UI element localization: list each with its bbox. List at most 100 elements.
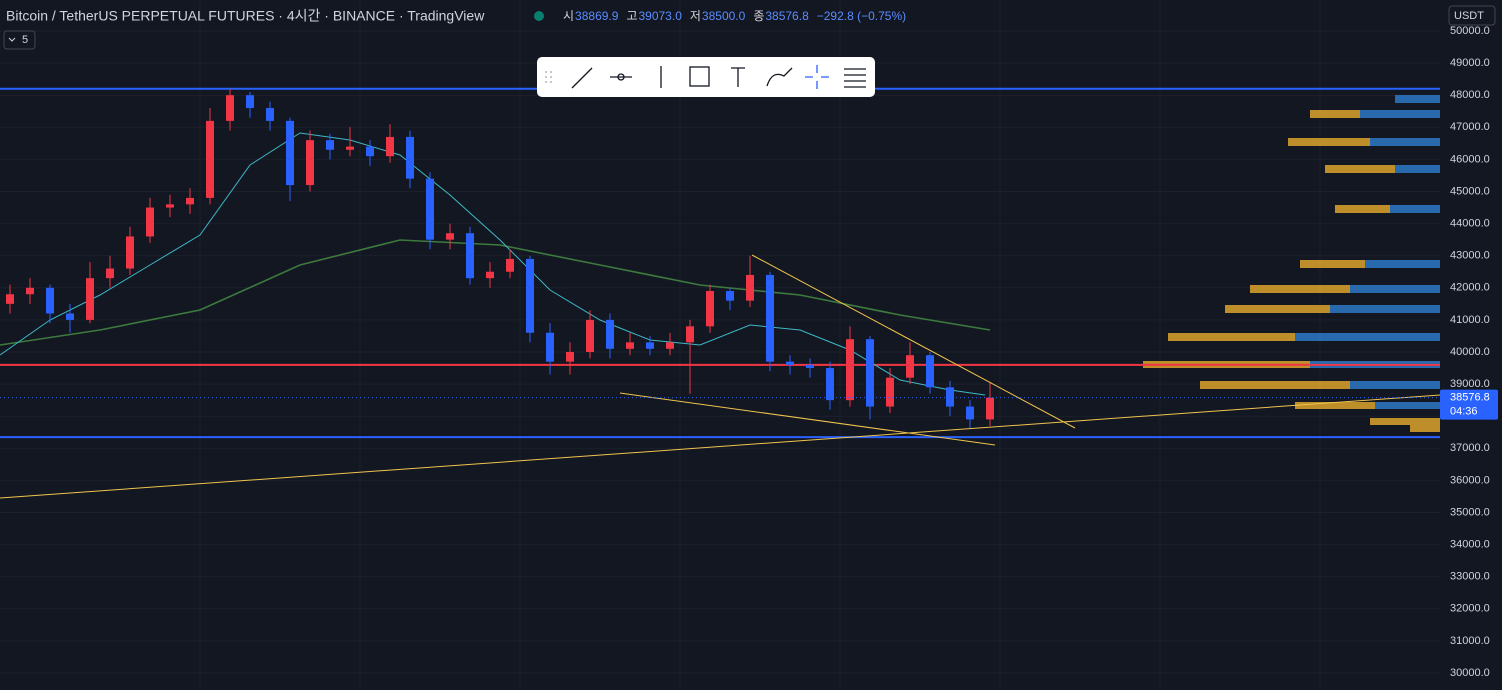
y-tick-label: 39000.0 — [1450, 378, 1490, 390]
candle-body — [786, 361, 794, 365]
candle-body — [966, 406, 974, 420]
y-tick-label: 40000.0 — [1450, 346, 1490, 358]
candle-body — [766, 274, 774, 362]
candle-body — [706, 291, 714, 327]
drawing-toolbar — [537, 57, 875, 97]
profile-bar — [1395, 95, 1440, 103]
candle-body — [866, 339, 874, 407]
ohlc-label: 종 — [753, 9, 764, 23]
candle-body — [926, 355, 934, 388]
profile-bar — [1295, 402, 1440, 409]
horizontal-ray-tool[interactable] — [610, 73, 632, 81]
candle-body — [646, 342, 654, 349]
profile-bar — [1350, 381, 1440, 389]
candle-body — [306, 140, 314, 186]
candle-body — [146, 207, 154, 237]
profile-bar — [1370, 138, 1440, 146]
ohlc-label: 고 — [626, 9, 637, 23]
trendline-tool[interactable] — [571, 67, 593, 89]
candle-body — [346, 146, 354, 150]
chevron-icon — [8, 37, 16, 42]
profile-bar — [1370, 418, 1440, 425]
y-tick-label: 42000.0 — [1450, 282, 1490, 294]
profile-bar — [1375, 402, 1440, 409]
vertical-grid — [199, 0, 1321, 690]
ohlc-label: 시 — [563, 9, 574, 23]
moving-average-slow — [0, 239, 991, 346]
status-dot — [534, 11, 544, 21]
interval-value: 5 — [22, 34, 28, 46]
y-tick-label: 37000.0 — [1450, 442, 1490, 454]
candle-body — [586, 319, 594, 352]
y-tick-label: 49000.0 — [1450, 57, 1490, 69]
candle-body — [266, 108, 274, 121]
rectangle-tool[interactable] — [689, 66, 710, 87]
candle-body — [666, 342, 674, 349]
profile-bar — [1288, 138, 1440, 146]
interval-button[interactable] — [3, 30, 36, 50]
y-tick-label: 31000.0 — [1450, 635, 1490, 647]
price-change: −292.8 (−0.75%) — [817, 9, 906, 23]
y-tick-label: 44000.0 — [1450, 218, 1490, 230]
text-tool[interactable] — [731, 67, 745, 87]
candle-body — [386, 136, 394, 157]
y-tick-label: 32000.0 — [1450, 603, 1490, 615]
candle-body — [66, 313, 74, 320]
candle-body — [826, 368, 834, 401]
y-tick-label: 36000.0 — [1450, 474, 1490, 486]
trendline — [751, 254, 1076, 429]
profile-bar — [1335, 205, 1440, 213]
moving-average-fast — [0, 132, 986, 396]
candle-body — [606, 319, 614, 349]
price-axis-labels: 50000.0 49000.0 48000.0 47000.0 46000.0 45000… — [1450, 25, 1490, 679]
crosshair-tool[interactable] — [805, 65, 829, 89]
candle-body — [446, 233, 454, 240]
candle-body — [626, 342, 634, 349]
profile-bar — [1360, 110, 1440, 118]
currency-button[interactable] — [1448, 5, 1496, 26]
badge-box — [1440, 389, 1498, 420]
trendline — [0, 394, 1441, 499]
candle-body — [86, 278, 94, 320]
toolbar-box — [537, 57, 875, 97]
candles — [6, 88, 994, 430]
profile-bar — [1350, 285, 1440, 293]
candle-body — [406, 136, 414, 179]
y-tick-label: 46000.0 — [1450, 153, 1490, 165]
candle-body — [366, 146, 374, 157]
candle-body — [426, 178, 434, 240]
candle-body — [686, 326, 694, 343]
profile-bar — [1250, 285, 1440, 293]
horizontal-grid — [0, 30, 1440, 674]
candle-body — [526, 258, 534, 333]
candle-body — [906, 355, 914, 378]
candle-body — [226, 95, 234, 121]
y-tick-label: 47000.0 — [1450, 121, 1490, 133]
y-tick-label: 30000.0 — [1450, 667, 1490, 679]
profile-bar — [1295, 333, 1440, 341]
candle-body — [26, 287, 34, 295]
settings-tool[interactable] — [844, 68, 866, 88]
candle-body — [206, 120, 214, 198]
y-tick-label: 41000.0 — [1450, 314, 1490, 326]
y-tick-label: 48000.0 — [1450, 89, 1490, 101]
candle-body — [946, 387, 954, 407]
candle-body — [546, 332, 554, 362]
candle-body — [886, 377, 894, 407]
y-tick-label: 50000.0 — [1450, 25, 1490, 37]
currency-label: USDT — [1454, 10, 1484, 22]
countdown: 04:36 — [1450, 406, 1478, 418]
profile-bar — [1365, 260, 1440, 268]
candle-body — [726, 291, 734, 301]
drag-handle — [545, 71, 552, 83]
candle-body — [466, 233, 474, 279]
candle-body — [246, 95, 254, 109]
profile-bar — [1325, 165, 1440, 173]
ohlc-value: 39073.0 — [638, 9, 682, 23]
y-tick-label: 34000.0 — [1450, 539, 1490, 551]
candle-body — [166, 204, 174, 208]
brush-tool[interactable] — [766, 67, 793, 87]
ohlc-value: 38500.0 — [702, 9, 746, 23]
candle-body — [126, 236, 134, 269]
